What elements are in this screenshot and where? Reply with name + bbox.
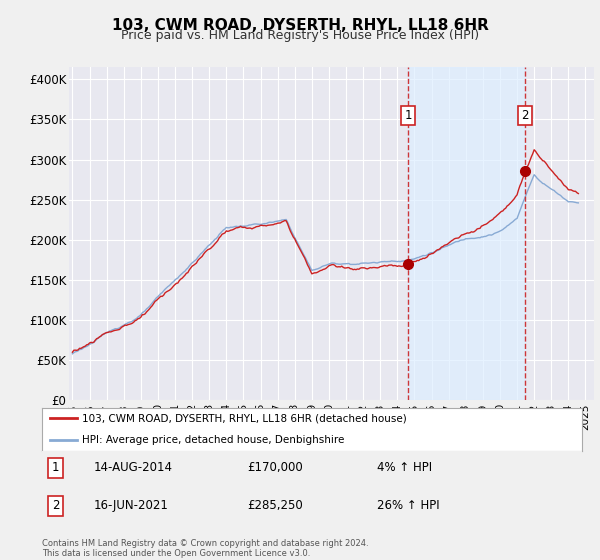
Text: 103, CWM ROAD, DYSERTH, RHYL, LL18 6HR: 103, CWM ROAD, DYSERTH, RHYL, LL18 6HR xyxy=(112,18,488,33)
Text: 103, CWM ROAD, DYSERTH, RHYL, LL18 6HR (detached house): 103, CWM ROAD, DYSERTH, RHYL, LL18 6HR (… xyxy=(83,413,407,423)
Text: 1: 1 xyxy=(52,461,59,474)
Text: 26% ↑ HPI: 26% ↑ HPI xyxy=(377,499,439,512)
Text: 4% ↑ HPI: 4% ↑ HPI xyxy=(377,461,432,474)
Text: 2: 2 xyxy=(52,499,59,512)
Text: £170,000: £170,000 xyxy=(247,461,303,474)
Bar xyxy=(408,67,525,400)
Text: 14-AUG-2014: 14-AUG-2014 xyxy=(94,461,172,474)
Text: HPI: Average price, detached house, Denbighshire: HPI: Average price, detached house, Denb… xyxy=(83,435,345,445)
Text: 2: 2 xyxy=(521,109,529,122)
Text: Price paid vs. HM Land Registry's House Price Index (HPI): Price paid vs. HM Land Registry's House … xyxy=(121,29,479,42)
Text: 16-JUN-2021: 16-JUN-2021 xyxy=(94,499,168,512)
Text: Contains HM Land Registry data © Crown copyright and database right 2024.
This d: Contains HM Land Registry data © Crown c… xyxy=(42,539,368,558)
Text: 1: 1 xyxy=(404,109,412,122)
Text: £285,250: £285,250 xyxy=(247,499,303,512)
